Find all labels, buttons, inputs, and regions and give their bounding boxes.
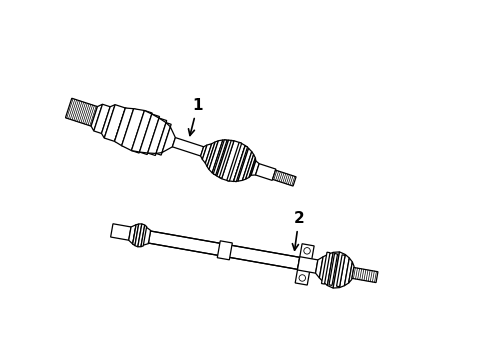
Polygon shape — [251, 161, 259, 175]
Text: 1: 1 — [189, 98, 203, 135]
Polygon shape — [91, 104, 102, 131]
Polygon shape — [228, 143, 245, 181]
Polygon shape — [111, 224, 131, 240]
Polygon shape — [316, 257, 323, 278]
Polygon shape — [219, 140, 234, 178]
Polygon shape — [200, 145, 207, 159]
Polygon shape — [147, 118, 167, 156]
Polygon shape — [66, 98, 98, 126]
Polygon shape — [217, 241, 232, 260]
Ellipse shape — [304, 248, 310, 254]
Polygon shape — [238, 148, 252, 181]
Polygon shape — [122, 109, 144, 149]
Polygon shape — [333, 252, 345, 288]
Ellipse shape — [299, 275, 305, 281]
Polygon shape — [297, 257, 318, 273]
Polygon shape — [205, 142, 215, 167]
Polygon shape — [321, 252, 330, 284]
Polygon shape — [221, 141, 241, 181]
Polygon shape — [234, 145, 248, 181]
Polygon shape — [172, 138, 204, 156]
Polygon shape — [249, 158, 256, 177]
Text: 2: 2 — [293, 211, 304, 250]
Polygon shape — [245, 154, 255, 179]
Polygon shape — [115, 108, 134, 146]
Polygon shape — [327, 252, 340, 288]
Polygon shape — [340, 255, 349, 288]
Polygon shape — [140, 114, 160, 154]
Polygon shape — [272, 170, 296, 186]
Polygon shape — [135, 224, 142, 247]
Polygon shape — [104, 105, 125, 141]
Polygon shape — [213, 140, 227, 175]
Polygon shape — [234, 146, 247, 182]
Polygon shape — [129, 225, 136, 244]
Polygon shape — [147, 118, 166, 153]
Polygon shape — [337, 255, 345, 287]
Polygon shape — [133, 225, 145, 246]
Polygon shape — [141, 225, 147, 247]
Polygon shape — [227, 143, 242, 181]
Polygon shape — [142, 226, 150, 246]
Polygon shape — [156, 123, 171, 155]
Polygon shape — [115, 108, 133, 144]
Polygon shape — [140, 114, 159, 153]
Polygon shape — [344, 258, 352, 286]
Polygon shape — [202, 144, 212, 163]
Polygon shape — [217, 140, 234, 179]
Polygon shape — [133, 224, 139, 246]
Polygon shape — [101, 105, 115, 138]
Polygon shape — [243, 152, 254, 180]
Polygon shape — [131, 111, 152, 153]
Polygon shape — [323, 252, 333, 285]
Polygon shape — [148, 231, 300, 269]
Polygon shape — [138, 224, 145, 247]
Polygon shape — [131, 111, 152, 152]
Polygon shape — [212, 140, 228, 176]
Polygon shape — [295, 244, 314, 285]
Polygon shape — [156, 123, 171, 153]
Polygon shape — [162, 127, 175, 153]
Polygon shape — [255, 164, 276, 180]
Polygon shape — [209, 140, 223, 173]
Polygon shape — [207, 141, 219, 170]
Polygon shape — [352, 267, 378, 283]
Polygon shape — [122, 109, 145, 150]
Polygon shape — [329, 253, 338, 285]
Polygon shape — [348, 262, 354, 283]
Polygon shape — [319, 254, 328, 282]
Polygon shape — [94, 104, 110, 134]
